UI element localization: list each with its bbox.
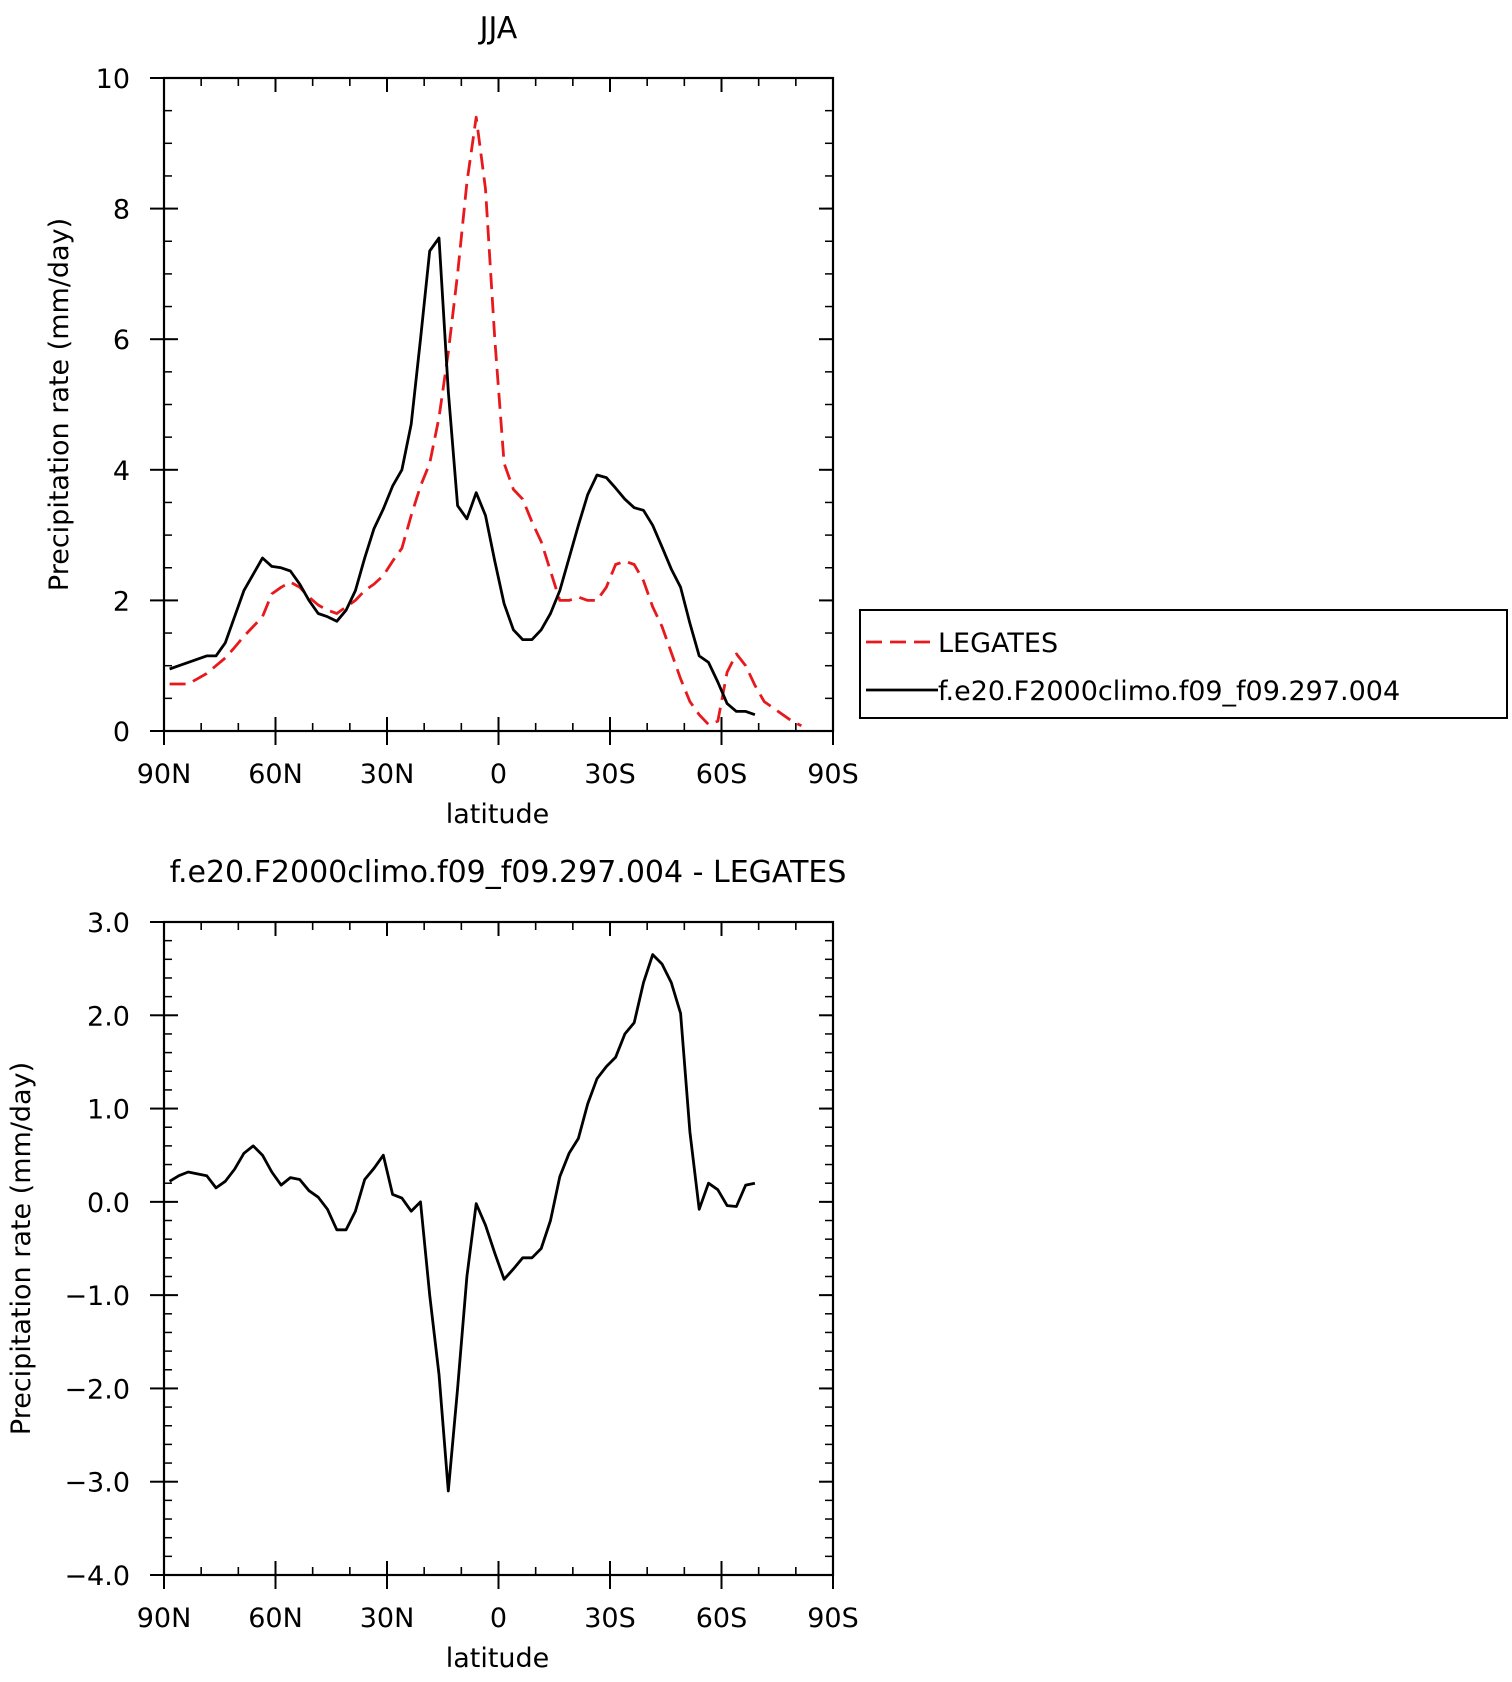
series-line-f-e20-f2000climo-f09-f09-297-004 <box>169 236 756 717</box>
legend-entry: LEGATES <box>938 628 1058 659</box>
y-tick-label: 2.0 <box>87 1001 130 1032</box>
y-axis-title: Precipitation rate (mm/day) <box>6 1062 37 1435</box>
y-axis-title: Precipitation rate (mm/day) <box>44 218 75 591</box>
y-tick-label: 8 <box>113 195 130 226</box>
legend: LEGATES f.e20.F2000climo.f09_f09.297.004 <box>859 609 1508 719</box>
series-line-legates <box>169 115 803 728</box>
y-tick-label: 0.0 <box>87 1188 130 1219</box>
x-tick-label: 60S <box>696 759 748 790</box>
x-axis-title: latitude <box>446 799 550 830</box>
x-tick-label: 60N <box>248 759 303 790</box>
legend-entry: f.e20.F2000climo.f09_f09.297.004 <box>938 676 1400 707</box>
y-tick-label: −4.0 <box>64 1561 130 1592</box>
x-tick-label: 30N <box>360 1603 415 1634</box>
x-tick-label: 30S <box>584 759 636 790</box>
y-tick-label: 0 <box>113 717 130 748</box>
x-tick-label: 0 <box>490 759 507 790</box>
chart-title: f.e20.F2000climo.f09_f09.297.004 - LEGAT… <box>170 855 847 890</box>
y-tick-label: 6 <box>113 325 130 356</box>
y-tick-label: 4 <box>113 456 130 487</box>
top-panel-jja: JJA 90N 60N 30N 0 30S 60S 90S 0 2 4 6 8 10 latitude Pre… <box>44 11 859 830</box>
y-tick-label: −2.0 <box>64 1374 130 1405</box>
chart-title: JJA <box>478 11 518 46</box>
x-tick-label: 90S <box>807 759 859 790</box>
y-tick-label: 2 <box>113 586 130 617</box>
legend-box <box>859 609 1508 719</box>
x-tick-label: 60N <box>248 1603 303 1634</box>
x-tick-label: 90S <box>807 1603 859 1634</box>
plot-frame <box>162 920 835 1577</box>
y-tick-label: 1.0 <box>87 1095 130 1126</box>
x-axis-title: latitude <box>446 1643 550 1674</box>
y-tick-label: 10 <box>96 64 130 95</box>
y-tick-label: −1.0 <box>64 1281 130 1312</box>
x-tick-label: 60S <box>696 1603 748 1634</box>
bottom-panel-difference: f.e20.F2000climo.f09_f09.297.004 - LEGAT… <box>6 855 859 1674</box>
x-tick-label: 30S <box>584 1603 636 1634</box>
x-tick-label: 90N <box>137 1603 192 1634</box>
y-tick-label: −3.0 <box>64 1468 130 1499</box>
x-tick-label: 90N <box>137 759 192 790</box>
x-tick-label: 30N <box>360 759 415 790</box>
series-line-difference <box>168 953 756 1493</box>
y-tick-label: 3.0 <box>87 908 130 939</box>
x-tick-label: 0 <box>490 1603 507 1634</box>
